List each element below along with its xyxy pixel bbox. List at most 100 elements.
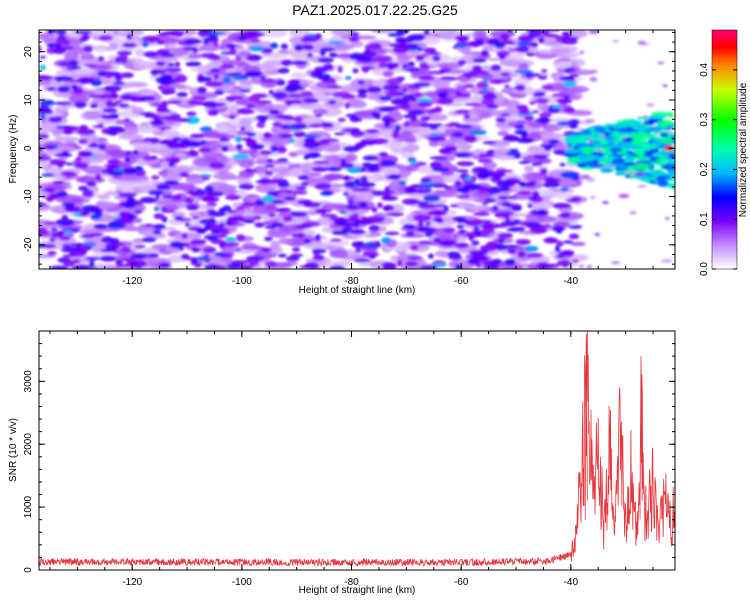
heatmap-cell (600, 168, 613, 173)
heatmap-cell (109, 113, 120, 118)
heatmap-cell (276, 207, 292, 212)
heatmap-cell (433, 123, 443, 127)
heatmap-cell (331, 230, 349, 236)
heatmap-cell (219, 230, 231, 235)
snr-frame (38, 330, 676, 571)
heatmap-cell (77, 77, 94, 84)
heatmap-cell (172, 165, 193, 175)
heatmap-cell (568, 224, 583, 229)
heatmap-cell (174, 61, 181, 68)
heatmap-cell (148, 253, 160, 258)
heatmap-cell (529, 100, 536, 105)
heatmap-cell (429, 161, 442, 170)
heatmap-cell (616, 170, 628, 174)
heatmap-cell (186, 204, 199, 211)
heatmap-cell (91, 154, 97, 158)
heatmap-cell (179, 171, 190, 178)
heatmap-cell (107, 151, 128, 157)
heatmap-cell (350, 55, 366, 61)
heatmap-cell (192, 216, 200, 220)
heatmap-cell (343, 175, 350, 181)
heatmap-cell (609, 132, 626, 138)
heatmap-cell (423, 30, 430, 35)
heatmap-cell (457, 229, 467, 234)
heatmap-cell (131, 142, 149, 148)
heatmap-cell (402, 223, 415, 229)
heatmap-cell (235, 143, 243, 151)
heatmap-cell (556, 240, 564, 247)
heatmap-cell (567, 69, 578, 72)
heatmap-cell (380, 160, 396, 167)
heatmap-cell (142, 236, 157, 243)
heatmap-cell (551, 105, 563, 109)
heatmap-cell (340, 158, 346, 166)
heatmap-cell (410, 201, 429, 205)
heatmap-cell (321, 203, 350, 210)
heatmap-cell (207, 109, 218, 116)
heatmap-cell (132, 218, 143, 223)
heatmap-cell (266, 190, 279, 197)
heatmap-cell (423, 35, 441, 45)
heatmap-cell (378, 152, 389, 158)
heatmap-cell (95, 30, 114, 37)
heatmap-cell (60, 46, 75, 50)
heatmap-cell (245, 169, 258, 173)
heatmap-cell (164, 180, 179, 185)
heatmap-cell (515, 84, 526, 92)
heatmap-cell (486, 241, 498, 248)
heatmap-cell (495, 212, 513, 216)
heatmap-cell (297, 174, 310, 181)
heatmap-cell (444, 145, 458, 150)
heatmap-cell (362, 251, 380, 258)
heatmap-cell (222, 241, 240, 248)
heatmap-cell (98, 34, 113, 42)
heatmap-cell (227, 95, 244, 100)
heatmap-cell (132, 61, 161, 70)
heatmap-cell (185, 61, 202, 67)
heatmap-cell (553, 149, 567, 155)
heatmap-cell (377, 202, 383, 209)
heatmap-cell (348, 198, 354, 206)
heatmap-cell (436, 190, 456, 198)
heatmap-cell (383, 193, 393, 201)
heatmap-cell (324, 261, 353, 268)
heatmap-cell (152, 224, 166, 230)
heatmap-cell (527, 204, 533, 208)
heatmap-cell (64, 51, 79, 62)
heatmap-cell (83, 45, 94, 53)
heatmap-cell (332, 43, 349, 49)
heatmap-cell (118, 192, 137, 198)
heatmap-cell (518, 107, 529, 111)
heatmap-cell (262, 132, 273, 139)
heatmap-cell (433, 237, 441, 243)
heatmap-cell (392, 129, 400, 134)
heatmap-cell (366, 93, 383, 101)
heatmap-cell (618, 194, 630, 198)
heatmap-cell (361, 162, 374, 168)
heatmap-cell (199, 174, 212, 178)
heatmap-cell (552, 202, 571, 209)
heatmap-cell (171, 136, 182, 142)
heatmap-cell (395, 30, 410, 35)
heatmap-cell (153, 213, 165, 220)
heatmap-cell (589, 69, 598, 74)
heatmap-cell (513, 77, 530, 87)
heatmap-cell (270, 145, 279, 153)
heatmap-cell (500, 72, 511, 77)
heatmap-cell (53, 101, 73, 106)
heatmap-cell (323, 173, 343, 181)
heatmap-cell (255, 100, 273, 105)
heatmap-cell (188, 54, 202, 59)
heatmap-cell (371, 190, 387, 196)
heatmap-cell (404, 261, 419, 267)
heatmap-cell (657, 61, 665, 65)
heatmap-cell (241, 264, 252, 269)
heatmap-cell (415, 91, 421, 98)
heatmap-cell (582, 148, 594, 155)
heatmap-cell (197, 76, 205, 83)
heatmap-cell (454, 180, 462, 187)
heatmap-cell (192, 95, 207, 101)
heatmap-cell (327, 85, 343, 89)
heatmap-cell (454, 109, 471, 114)
heatmap-cell (282, 117, 297, 121)
